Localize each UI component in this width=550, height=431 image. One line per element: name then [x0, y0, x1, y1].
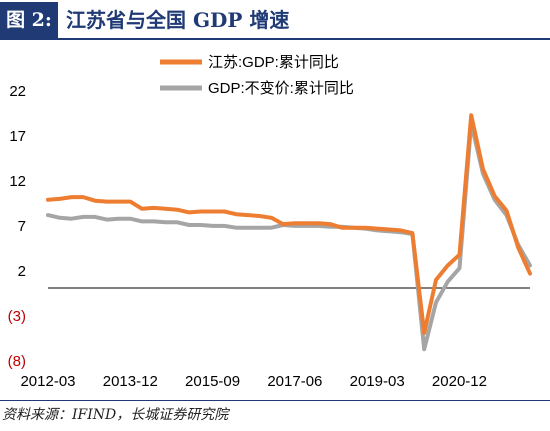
legend-item-national-label: GDP:不变价:累计同比 — [208, 80, 354, 97]
figure-number: 图 2: — [0, 2, 58, 38]
series-line-national — [46, 121, 532, 352]
y-tick-label: 17 — [9, 128, 26, 145]
x-tick-label: 2019-03 — [350, 373, 405, 390]
y-tick-label: (8) — [8, 353, 26, 370]
source-rule — [0, 400, 550, 401]
y-tick-label: (3) — [8, 308, 26, 325]
figure-header: 图 2: 江苏省与全国 GDP 增速 — [0, 0, 550, 40]
legend-item-jiangsu-label: 江苏:GDP:累计同比 — [208, 54, 339, 71]
y-tick-label: 22 — [9, 83, 26, 100]
figure-title: 江苏省与全国 GDP 增速 — [66, 8, 290, 32]
y-tick-label: 12 — [9, 173, 26, 190]
series-line-jiangsu — [46, 113, 532, 335]
source-note: 资料来源：IFIND，长城证券研究院 — [2, 407, 229, 423]
header-rule — [0, 38, 550, 40]
x-tick-label: 2013-12 — [103, 373, 158, 390]
x-tick-label: 2012-03 — [20, 373, 75, 390]
y-tick-label: 7 — [18, 218, 26, 235]
x-tick-label: 2020-12 — [432, 373, 487, 390]
y-tick-label: 2 — [18, 263, 26, 280]
line-chart: 22 17 12 7 2 (3) (8) 2012-03 2013-12 2015-09 2017-… — [8, 54, 532, 390]
x-tick-label: 2017-06 — [267, 373, 322, 390]
x-tick-label: 2015-09 — [185, 373, 240, 390]
